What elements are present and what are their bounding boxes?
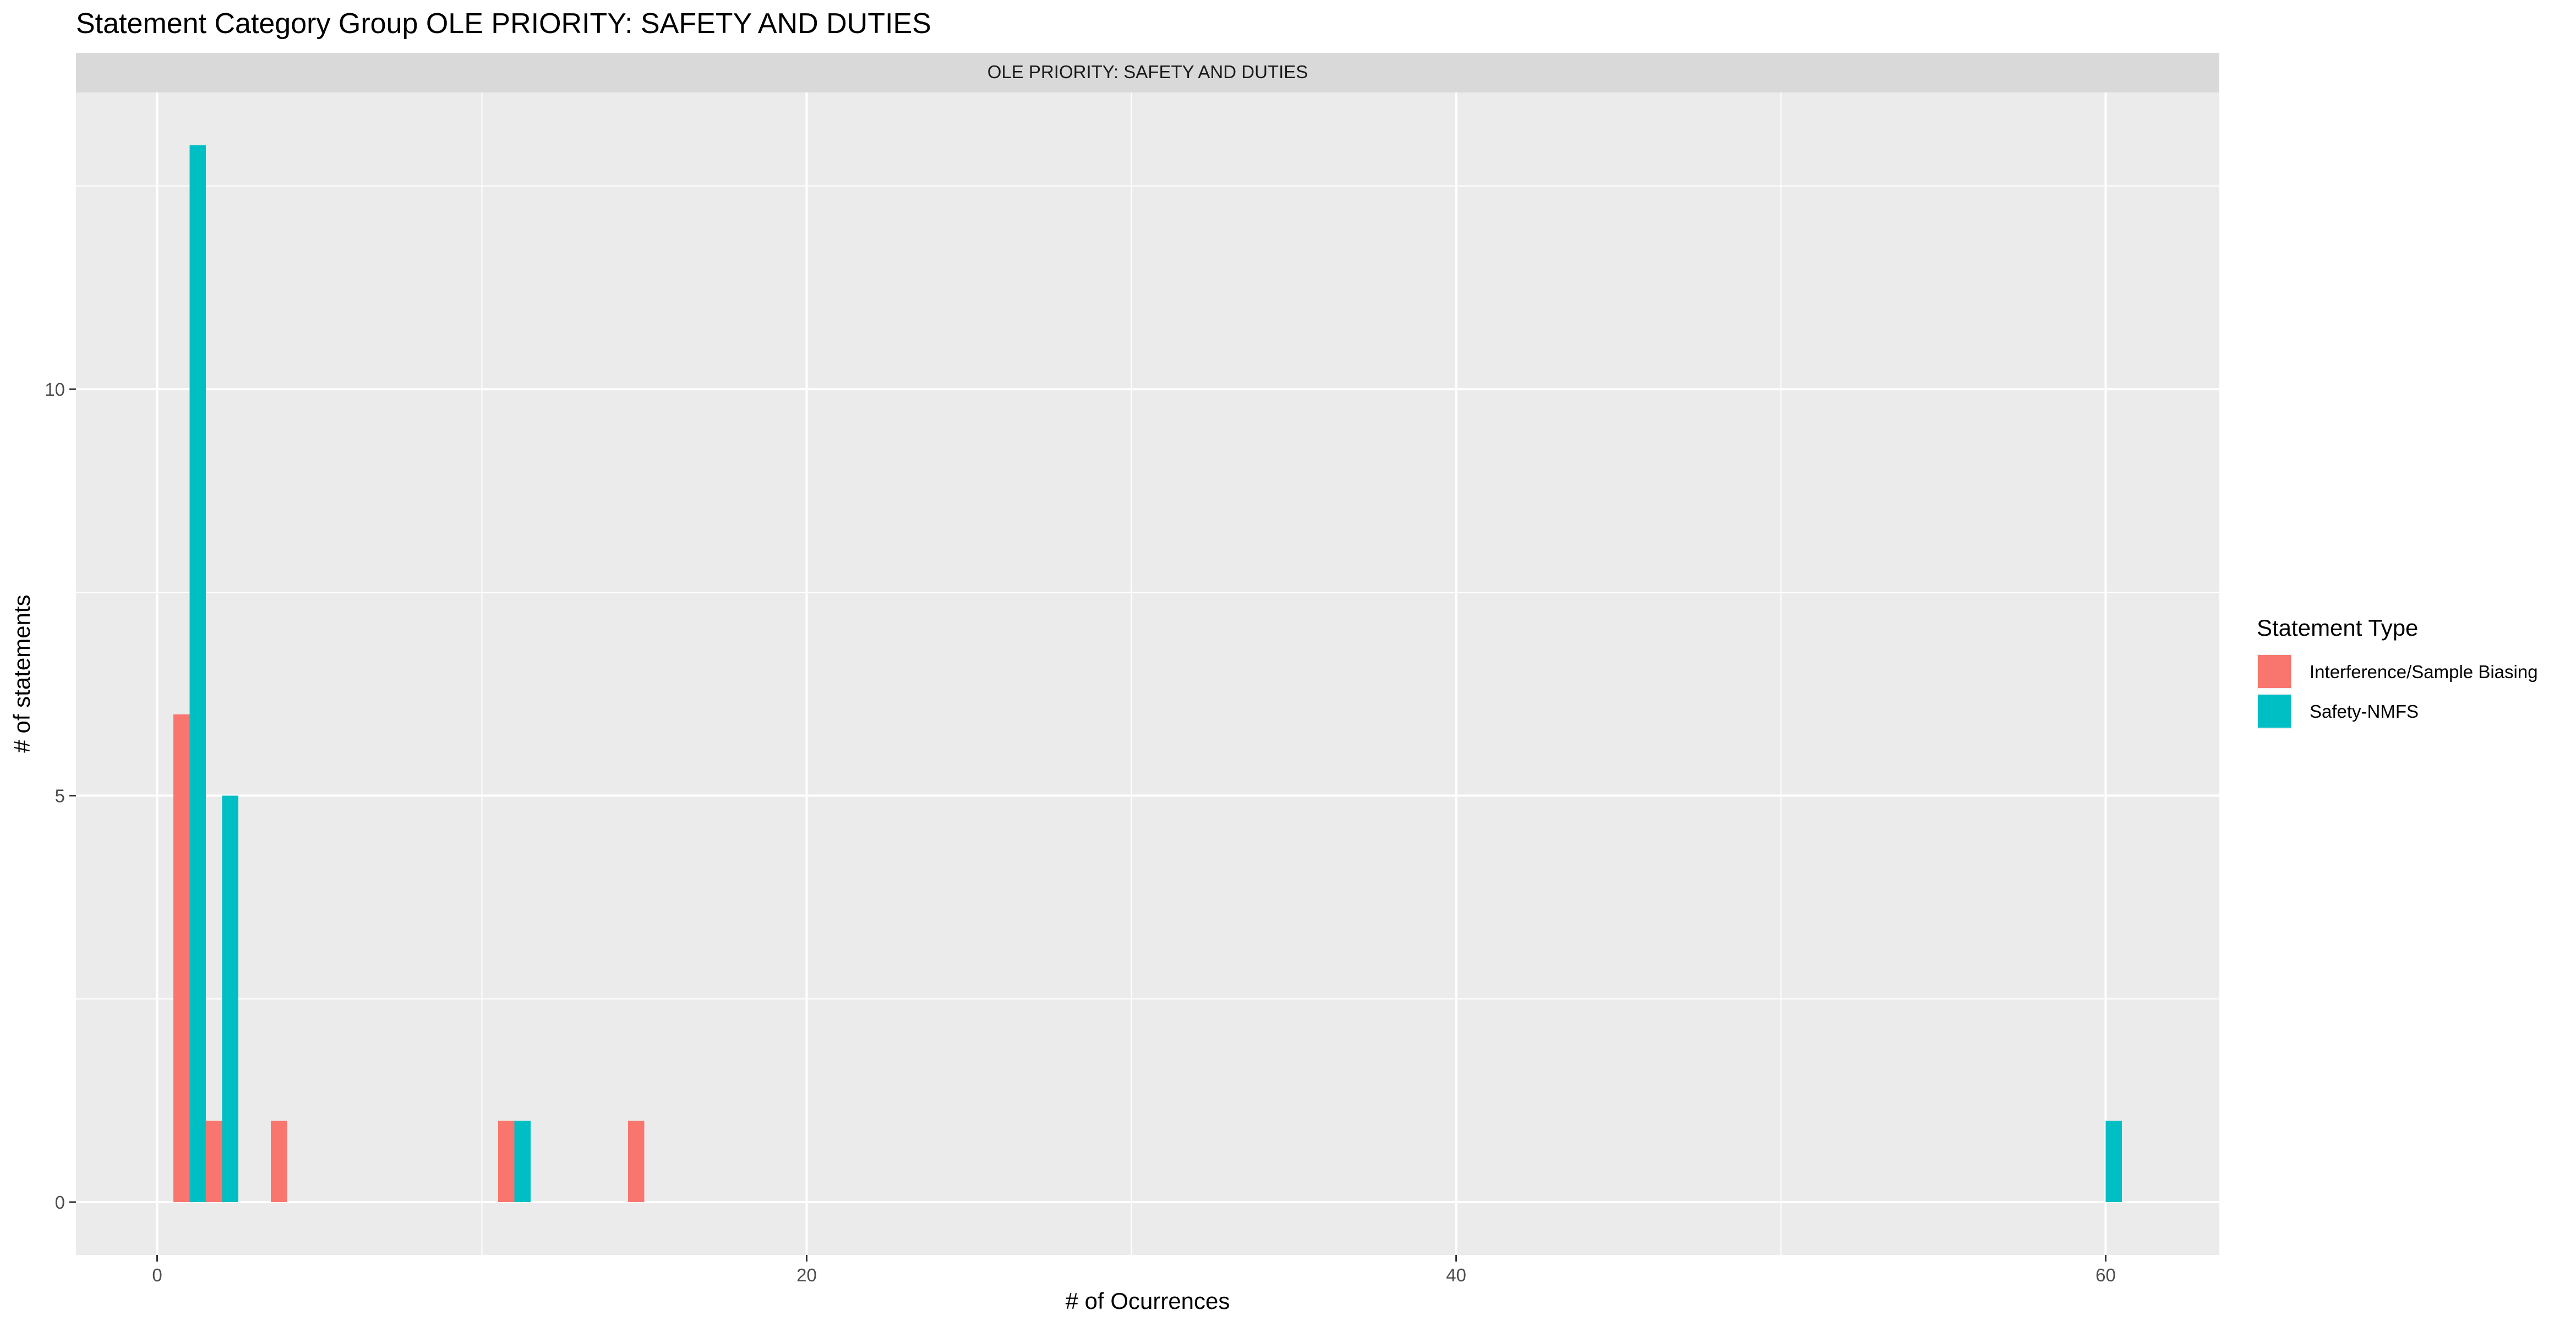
x-tick-label: 0 bbox=[152, 1265, 162, 1285]
x-axis-ticks: 0 20 40 60 bbox=[152, 1255, 2116, 1285]
y-tick-label: 10 bbox=[45, 379, 65, 400]
legend-swatch bbox=[2258, 695, 2291, 728]
x-tick-label: 60 bbox=[2095, 1265, 2116, 1285]
legend-label: Safety-NMFS bbox=[2310, 701, 2419, 722]
plot-panel bbox=[76, 92, 2219, 1255]
major-gridlines bbox=[76, 92, 2219, 1255]
legend-swatch bbox=[2258, 655, 2291, 688]
bar bbox=[498, 1121, 515, 1202]
minor-gridlines bbox=[76, 92, 2219, 1255]
chart-title: Statement Category Group OLE PRIORITY: S… bbox=[76, 8, 931, 40]
x-tick-label: 20 bbox=[796, 1265, 817, 1285]
bar bbox=[628, 1121, 645, 1202]
bars bbox=[173, 145, 2122, 1202]
y-tick-label: 5 bbox=[55, 786, 65, 806]
y-axis-title: # of statements bbox=[9, 594, 35, 752]
x-tick-label: 40 bbox=[1446, 1265, 1466, 1285]
legend-label: Interference/Sample Biasing bbox=[2310, 662, 2538, 682]
y-tick-label: 0 bbox=[55, 1192, 65, 1213]
legend: Statement Type Interference/Sample Biasi… bbox=[2257, 615, 2538, 729]
bar bbox=[173, 714, 190, 1202]
bar bbox=[2105, 1121, 2122, 1202]
bar bbox=[206, 1121, 222, 1202]
facet-label: OLE PRIORITY: SAFETY AND DUTIES bbox=[987, 62, 1308, 82]
bar bbox=[222, 795, 238, 1202]
bar bbox=[189, 145, 206, 1202]
x-axis-title: # of Ocurrences bbox=[1066, 1288, 1230, 1314]
bar bbox=[514, 1121, 531, 1202]
legend-title: Statement Type bbox=[2257, 615, 2418, 641]
facet-strip bbox=[76, 53, 2219, 92]
bar bbox=[271, 1121, 287, 1202]
y-axis-ticks: 0 5 10 bbox=[45, 379, 76, 1213]
